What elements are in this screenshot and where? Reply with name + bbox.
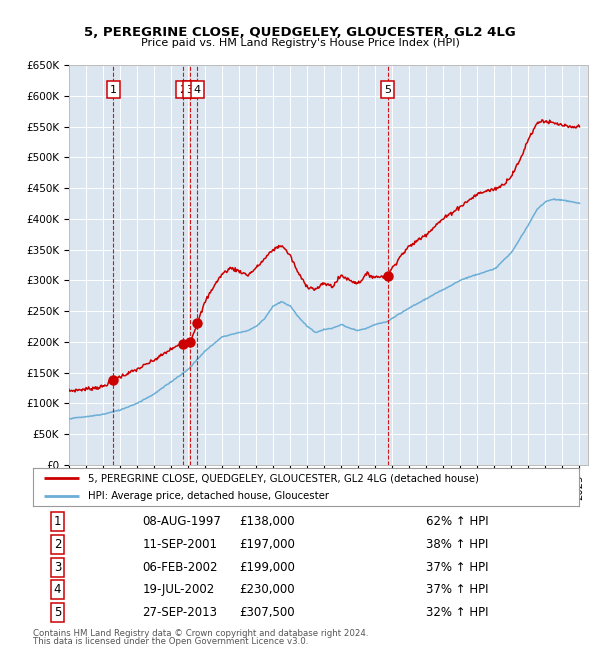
Text: 1: 1 [110,84,117,95]
Text: 06-FEB-2002: 06-FEB-2002 [142,560,218,574]
Text: 08-AUG-1997: 08-AUG-1997 [142,515,221,528]
Text: 32% ↑ HPI: 32% ↑ HPI [426,606,488,619]
Text: 2: 2 [54,538,61,551]
Text: Price paid vs. HM Land Registry's House Price Index (HPI): Price paid vs. HM Land Registry's House … [140,38,460,47]
Text: 62% ↑ HPI: 62% ↑ HPI [426,515,489,528]
Text: 37% ↑ HPI: 37% ↑ HPI [426,560,488,574]
Text: Contains HM Land Registry data © Crown copyright and database right 2024.: Contains HM Land Registry data © Crown c… [33,629,368,638]
Text: 37% ↑ HPI: 37% ↑ HPI [426,584,488,597]
Text: £199,000: £199,000 [239,560,295,574]
Text: 5: 5 [54,606,61,619]
Text: £230,000: £230,000 [239,584,295,597]
Text: 38% ↑ HPI: 38% ↑ HPI [426,538,488,551]
Text: 4: 4 [194,84,201,95]
Text: HPI: Average price, detached house, Gloucester: HPI: Average price, detached house, Glou… [88,491,329,500]
Text: 3: 3 [54,560,61,574]
Text: 5, PEREGRINE CLOSE, QUEDGELEY, GLOUCESTER, GL2 4LG: 5, PEREGRINE CLOSE, QUEDGELEY, GLOUCESTE… [84,26,516,39]
Text: 2: 2 [179,84,187,95]
Text: This data is licensed under the Open Government Licence v3.0.: This data is licensed under the Open Gov… [33,637,308,646]
Text: £138,000: £138,000 [239,515,295,528]
Text: 19-JUL-2002: 19-JUL-2002 [142,584,214,597]
Text: 5: 5 [384,84,391,95]
Text: 4: 4 [54,584,61,597]
Text: £307,500: £307,500 [239,606,295,619]
Text: 3: 3 [187,84,193,95]
Text: 11-SEP-2001: 11-SEP-2001 [142,538,217,551]
Text: £197,000: £197,000 [239,538,295,551]
Text: 27-SEP-2013: 27-SEP-2013 [142,606,217,619]
Text: 5, PEREGRINE CLOSE, QUEDGELEY, GLOUCESTER, GL2 4LG (detached house): 5, PEREGRINE CLOSE, QUEDGELEY, GLOUCESTE… [88,473,479,483]
Text: 1: 1 [54,515,61,528]
